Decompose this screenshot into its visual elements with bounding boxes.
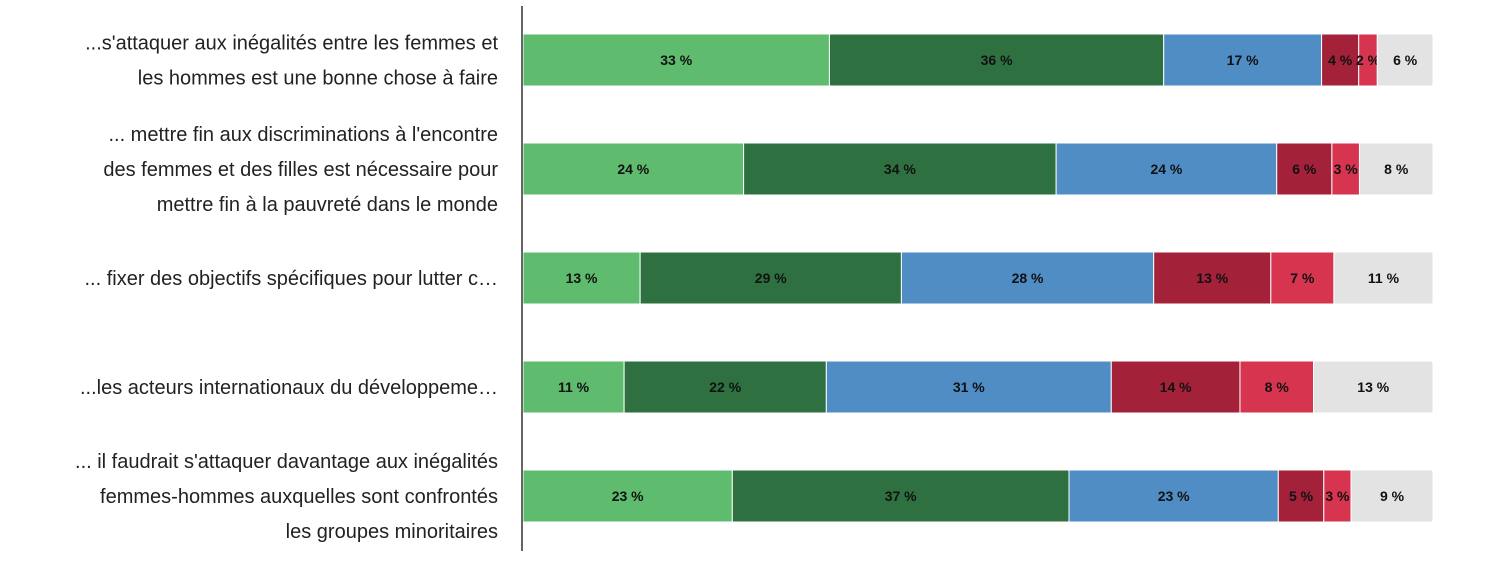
category-label-line: les hommes est une bonne chose à faire xyxy=(138,68,498,90)
bar-segment[interactable] xyxy=(522,469,733,523)
bar-segment[interactable] xyxy=(522,142,745,196)
category-label-line: ...s'attaquer aux inégalités entre les f… xyxy=(85,33,498,55)
data-label: 8 % xyxy=(1384,161,1409,177)
data-label: 6 % xyxy=(1393,52,1418,68)
data-label: 11 % xyxy=(1368,270,1400,286)
data-label: 4 % xyxy=(1328,52,1353,68)
bar-segment[interactable] xyxy=(1270,251,1335,305)
category-label: ... il faudrait s'attaquer davantage aux… xyxy=(75,451,498,543)
bar-segment[interactable] xyxy=(1350,469,1434,523)
bar-segment[interactable] xyxy=(1068,469,1279,523)
data-label: 6 % xyxy=(1292,161,1317,177)
bar-segment[interactable] xyxy=(522,251,641,305)
category-label-line: ... il faudrait s'attaquer davantage aux… xyxy=(75,451,498,473)
bar-segment[interactable] xyxy=(1313,360,1434,414)
data-label: 11 % xyxy=(558,379,590,395)
data-label: 13 % xyxy=(1196,270,1228,286)
bar-segment[interactable] xyxy=(1277,469,1325,523)
data-label: 37 % xyxy=(885,488,917,504)
data-label: 34 % xyxy=(884,161,916,177)
data-label: 29 % xyxy=(755,270,787,286)
bar-segment[interactable] xyxy=(623,360,827,414)
bar-segment[interactable] xyxy=(900,251,1155,305)
category-label: ... mettre fin aux discriminations à l'e… xyxy=(103,124,498,216)
data-label: 22 % xyxy=(709,379,741,395)
data-label: 13 % xyxy=(1357,379,1389,395)
data-label: 23 % xyxy=(612,488,644,504)
category-label-line: mettre fin à la pauvreté dans le monde xyxy=(157,194,498,216)
bar-segment[interactable] xyxy=(1276,142,1333,196)
bar-segment[interactable] xyxy=(522,360,625,414)
bar-segment[interactable] xyxy=(1333,251,1434,305)
bar-segment[interactable] xyxy=(1239,360,1315,414)
bar-segment[interactable] xyxy=(743,142,1057,196)
bar-segment[interactable] xyxy=(522,33,830,87)
bar-segment[interactable] xyxy=(1323,469,1352,523)
category-label-line: des femmes et des filles est nécessaire … xyxy=(103,159,498,181)
data-label: 17 % xyxy=(1227,52,1259,68)
data-label: 33 % xyxy=(660,52,692,68)
bars-layer: 33 % 36 % 17 % 4 % 2 % 6 % 24 % 34 % 24 % 6 % 3 % 8… xyxy=(522,33,1434,523)
data-label: 24 % xyxy=(1150,161,1182,177)
data-label: 3 % xyxy=(1325,488,1350,504)
data-label: 3 % xyxy=(1334,161,1359,177)
bar-segment[interactable] xyxy=(1358,142,1434,196)
category-label-line: ... fixer des objectifs spécifiques pour… xyxy=(84,268,498,290)
bar-segment[interactable] xyxy=(1153,251,1272,305)
category-label: ...s'attaquer aux inégalités entre les f… xyxy=(85,33,498,90)
bar-segment[interactable] xyxy=(1055,142,1278,196)
data-label: 14 % xyxy=(1160,379,1192,395)
data-label: 9 % xyxy=(1380,488,1405,504)
data-label: 23 % xyxy=(1158,488,1190,504)
data-label: 28 % xyxy=(1012,270,1044,286)
data-label: 13 % xyxy=(566,270,598,286)
data-label: 2 % xyxy=(1356,52,1381,68)
data-label: 36 % xyxy=(981,52,1013,68)
bar-segment[interactable] xyxy=(825,360,1112,414)
category-label: ... fixer des objectifs spécifiques pour… xyxy=(84,268,498,290)
data-label: 5 % xyxy=(1289,488,1314,504)
data-label: 8 % xyxy=(1265,379,1290,395)
data-label: 31 % xyxy=(953,379,985,395)
category-label: ...les acteurs internationaux du dévelop… xyxy=(80,377,498,399)
data-label: 7 % xyxy=(1290,270,1315,286)
category-label-line: femmes-hommes auxquelles sont confrontés xyxy=(100,486,498,508)
category-label-line: ... mettre fin aux discriminations à l'e… xyxy=(108,124,498,146)
bar-segment[interactable] xyxy=(731,469,1070,523)
bar-segment[interactable] xyxy=(1163,33,1323,87)
bar-segment[interactable] xyxy=(1376,33,1434,87)
category-labels-layer: ...s'attaquer aux inégalités entre les f… xyxy=(75,33,498,544)
bar-segment[interactable] xyxy=(1110,360,1241,414)
data-label: 24 % xyxy=(617,161,649,177)
category-label-line: ...les acteurs internationaux du dévelop… xyxy=(80,377,498,399)
bar-segment[interactable] xyxy=(639,251,902,305)
bar-segment[interactable] xyxy=(828,33,1165,87)
category-label-line: les groupes minoritaires xyxy=(286,521,498,543)
